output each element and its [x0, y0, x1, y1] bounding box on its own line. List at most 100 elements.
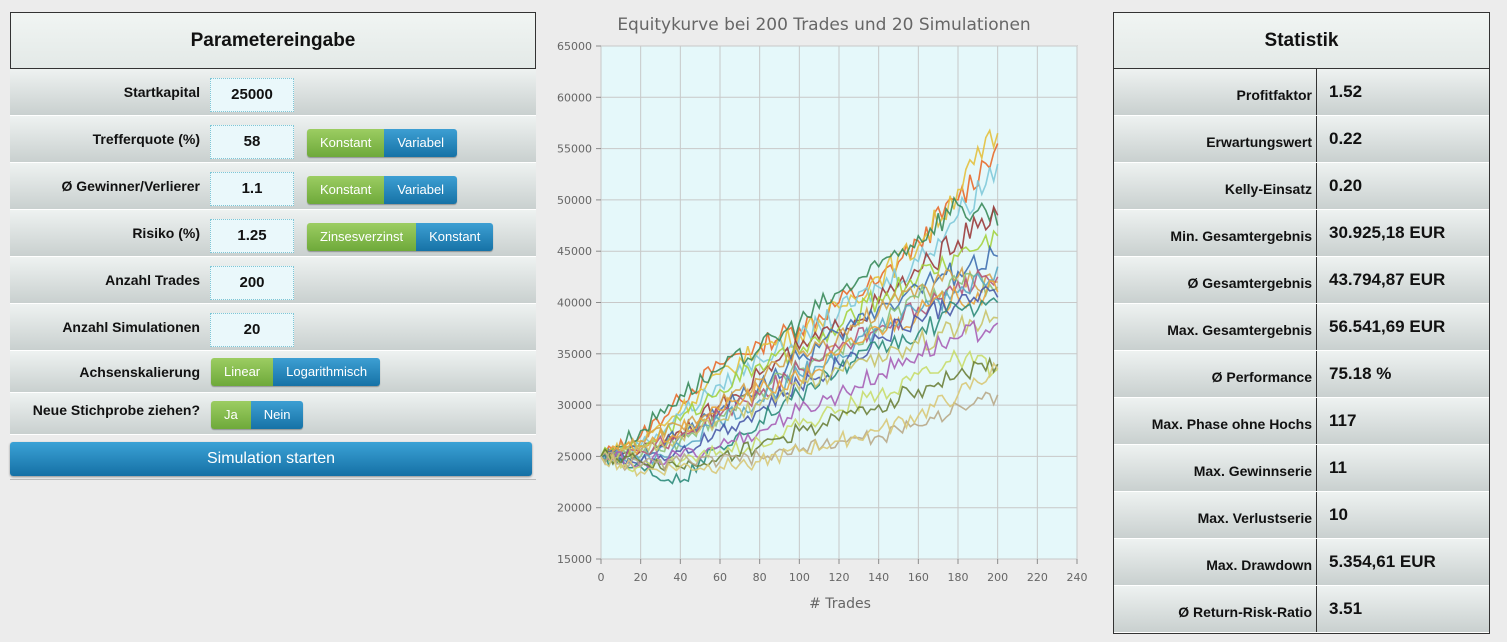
x-tick-label: 20 [634, 571, 648, 584]
risiko-input[interactable]: 1.25 [210, 219, 294, 253]
stat-row: Kelly-Einsatz 0.20 [1114, 163, 1489, 210]
stat-value: 5.354,61 EUR [1329, 552, 1436, 571]
y-tick-label: 25000 [557, 450, 592, 463]
linear-button[interactable]: Linear [211, 358, 274, 386]
y-tick-label: 15000 [557, 553, 592, 566]
param-label: Startkapital [123, 84, 200, 100]
stat-row: Erwartungswert 0.22 [1114, 116, 1489, 163]
stat-label: Ø Performance [1114, 351, 1317, 397]
x-tick-label: 220 [1027, 571, 1048, 584]
series-line [600, 308, 998, 462]
param-row-risiko: Risiko (%) 1.25 Zinsesverzinst Konstant [10, 210, 536, 257]
y-tick-label: 60000 [557, 91, 592, 104]
statistik-table: Profitfaktor 1.52 Erwartungswert 0.22 Kelly-… [1113, 69, 1490, 634]
series-line [600, 297, 999, 485]
stat-value: 75.18 % [1329, 364, 1392, 383]
risiko-zinsesverzinst-button[interactable]: Zinsesverzinst [307, 223, 417, 251]
logarithmisch-button[interactable]: Logarithmisch [273, 358, 381, 386]
param-row-anzahl-simulationen: Anzahl Simulationen 20 [10, 304, 536, 351]
anzahl-simulationen-input[interactable]: 20 [210, 313, 294, 347]
stat-value: 0.22 [1329, 129, 1363, 148]
stat-row: Profitfaktor 1.52 [1114, 69, 1489, 116]
stat-value: 30.925,18 EUR [1329, 223, 1446, 242]
stat-label: Max. Gewinnserie [1114, 445, 1317, 491]
stat-value: 0.20 [1329, 176, 1363, 195]
param-row-anzahl-trades: Anzahl Trades 200 [10, 257, 536, 304]
divider [10, 479, 536, 480]
x-tick-label: 80 [753, 571, 767, 584]
series-line [600, 280, 999, 458]
trefferquote-variabel-button[interactable]: Variabel [384, 129, 458, 157]
gewinner-verlierer-toggle: Konstant Variabel [307, 176, 458, 204]
equity-chart-svg: Equitykurve bei 200 Trades und 20 Simula… [557, 15, 1088, 612]
risiko-konstant-button[interactable]: Konstant [416, 223, 494, 251]
axis-ticks: 0 20 40 60 80 100 120 140 160 180 200 220 240 15000 20… [557, 40, 1088, 584]
y-tick-label: 30000 [557, 399, 592, 412]
stat-label: Kelly-Einsatz [1114, 163, 1317, 209]
param-label: Trefferquote (%) [92, 131, 200, 147]
statistik-panel-title: Statistik [1113, 12, 1490, 69]
stat-label: Ø Return-Risk-Ratio [1114, 586, 1317, 632]
trefferquote-input[interactable]: 58 [210, 125, 294, 159]
param-label: Anzahl Simulationen [62, 319, 200, 335]
series-line [600, 319, 999, 470]
achsenskalierung-toggle: Linear Logarithmisch [211, 358, 381, 386]
y-tick-label: 65000 [557, 40, 592, 53]
gewinner-verlierer-input[interactable]: 1.1 [210, 172, 294, 206]
stat-label: Max. Gesamtergebnis [1114, 304, 1317, 350]
trefferquote-konstant-button[interactable]: Konstant [307, 129, 385, 157]
param-row-stichprobe: Neue Stichprobe ziehen? Ja Nein [10, 393, 536, 435]
anzahl-trades-input[interactable]: 200 [210, 266, 294, 300]
stat-label: Max. Phase ohne Hochs [1114, 398, 1317, 444]
series-line [600, 244, 998, 465]
stat-row: Max. Phase ohne Hochs 117 [1114, 398, 1489, 445]
stat-label: Erwartungswert [1114, 116, 1317, 162]
x-tick-label: 100 [789, 571, 810, 584]
stat-value: 1.52 [1329, 82, 1363, 101]
x-tick-label: 160 [908, 571, 929, 584]
stat-value: 11 [1329, 458, 1347, 477]
risiko-toggle: Zinsesverzinst Konstant [307, 223, 494, 251]
stat-row: Max. Gesamtergebnis 56.541,69 EUR [1114, 304, 1489, 351]
stat-value: 117 [1329, 411, 1357, 430]
parameter-panel-title: Parametereingabe [10, 12, 536, 69]
x-tick-label: 0 [598, 571, 605, 584]
stat-label: Max. Drawdown [1114, 539, 1317, 585]
stat-label: Min. Gesamtergebnis [1114, 210, 1317, 256]
stat-row: Max. Drawdown 5.354,61 EUR [1114, 539, 1489, 586]
gewinner-variabel-button[interactable]: Variabel [384, 176, 458, 204]
y-tick-label: 35000 [557, 348, 592, 361]
series-lines [600, 128, 999, 485]
ja-button[interactable]: Ja [211, 401, 251, 429]
param-label: Achsenskalierung [79, 364, 200, 380]
equity-chart: Equitykurve bei 200 Trades und 20 Simula… [555, 8, 1100, 618]
stat-row: Max. Gewinnserie 11 [1114, 445, 1489, 492]
param-label: Ø Gewinner/Verlierer [61, 178, 200, 194]
y-tick-label: 55000 [557, 143, 592, 156]
x-tick-label: 40 [673, 571, 687, 584]
series-line [600, 195, 999, 457]
startkapital-input[interactable]: 25000 [210, 78, 294, 112]
stat-row: Ø Performance 75.18 % [1114, 351, 1489, 398]
stat-label: Max. Verlustserie [1114, 492, 1317, 538]
x-tick-label: 240 [1067, 571, 1088, 584]
param-row-achsenskalierung: Achsenskalierung Linear Logarithmisch [10, 351, 536, 393]
stichprobe-toggle: Ja Nein [211, 401, 304, 429]
param-label: Neue Stichprobe ziehen? [32, 402, 200, 418]
nein-button[interactable]: Nein [250, 401, 304, 429]
param-label: Risiko (%) [132, 225, 200, 241]
stat-row: Ø Return-Risk-Ratio 3.51 [1114, 586, 1489, 633]
trefferquote-toggle: Konstant Variabel [307, 129, 458, 157]
y-tick-label: 50000 [557, 194, 592, 207]
gewinner-konstant-button[interactable]: Konstant [307, 176, 385, 204]
param-row-trefferquote: Trefferquote (%) 58 Konstant Variabel [10, 116, 536, 163]
stat-value: 43.794,87 EUR [1329, 270, 1446, 289]
x-tick-label: 140 [868, 571, 889, 584]
x-tick-label: 200 [987, 571, 1008, 584]
simulation-start-button[interactable]: Simulation starten [10, 442, 532, 476]
stat-value: 56.541,69 EUR [1329, 317, 1446, 336]
x-tick-label: 120 [829, 571, 850, 584]
statistik-panel: Statistik Profitfaktor 1.52 Erwartungswert… [1113, 12, 1507, 634]
series-line [600, 265, 998, 462]
param-row-startkapital: Startkapital 25000 [10, 69, 536, 116]
